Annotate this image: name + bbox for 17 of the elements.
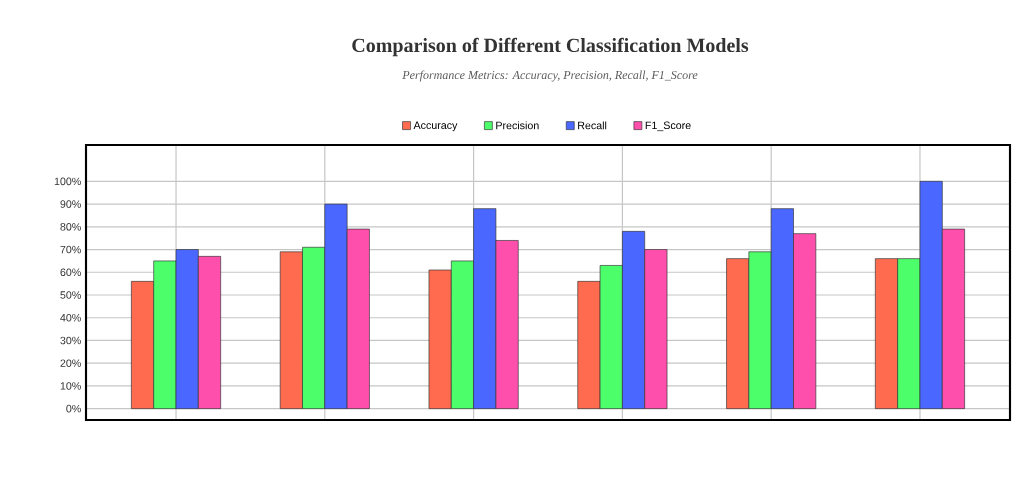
y-tick-label: 0% xyxy=(66,404,81,413)
y-tick-label: 40% xyxy=(60,313,81,322)
y-tick-label: 60% xyxy=(60,268,81,277)
legend-label: Precision xyxy=(496,121,539,130)
legend-label: Accuracy xyxy=(413,121,458,132)
y-tick-label: 90% xyxy=(60,200,81,208)
y-tick-label: 20% xyxy=(60,359,81,367)
chart-subtitle: Performance Metrics: Accuracy, Precision, Recall, F1_Score xyxy=(402,70,698,82)
y-tick-label: 80% xyxy=(60,223,81,231)
y-tick-label: 100% xyxy=(54,177,81,186)
y-tick-label: 50% xyxy=(60,291,81,299)
y-tick-label: 70% xyxy=(60,245,81,254)
legend-label: Recall xyxy=(578,121,607,130)
chart-title: Comparison of Different Classification Models xyxy=(352,37,749,57)
y-tick-label: 30% xyxy=(60,336,81,345)
y-tick-label: 10% xyxy=(60,382,81,390)
legend-label: F1_Score xyxy=(645,121,691,132)
